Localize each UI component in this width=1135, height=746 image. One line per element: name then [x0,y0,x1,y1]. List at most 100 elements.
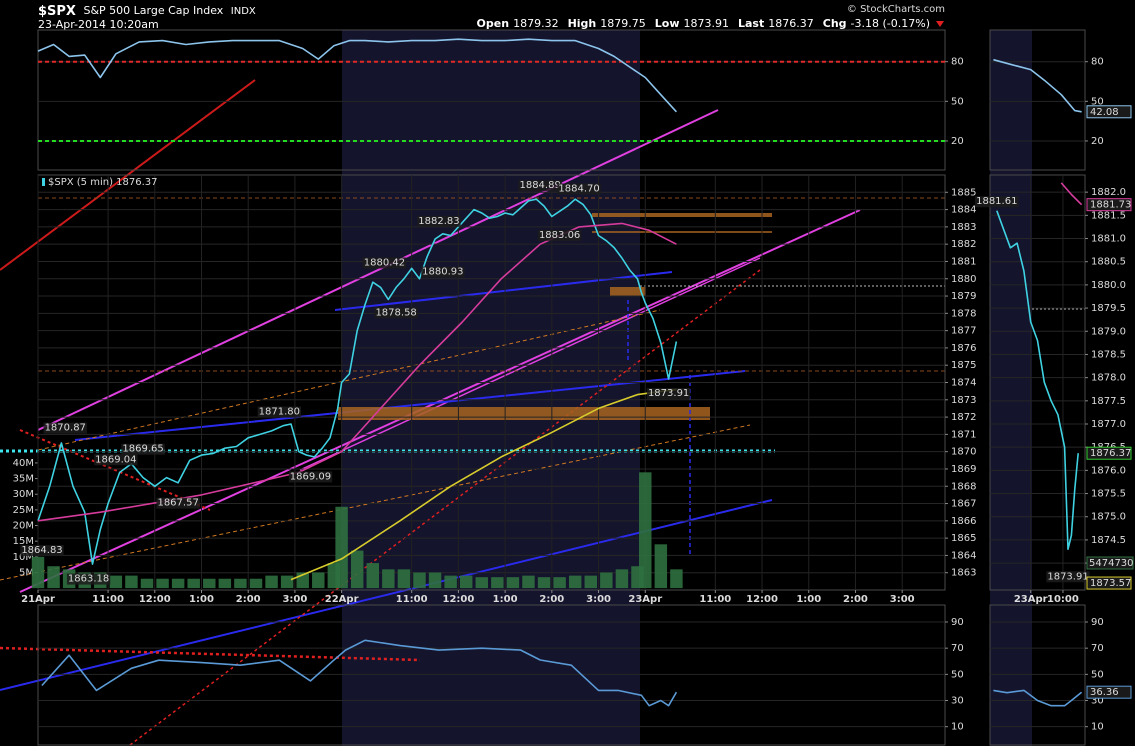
volume-bar [249,578,263,589]
y-tick-label: 50 [951,669,964,680]
volume-bar [568,575,582,589]
series-line [993,58,1082,113]
y-tick-label: 1878.0 [1091,373,1126,384]
y-tick-label: 1875 [951,360,976,371]
x-tick-label: 11:00 [396,594,428,605]
y2-tick-label: 35M [13,474,34,485]
x-tick-label: 3:00 [586,594,611,605]
y-tick-label: 1884 [951,205,976,216]
y-tick-label: 1879.5 [1091,303,1126,314]
panel: 1874.01874.51875.01875.51876.01876.51877… [975,174,1134,605]
x-tick-label: 11:00 [92,594,124,605]
volume-bar [31,556,45,589]
x-tick-label: 12:00 [139,594,171,605]
annotation-bg [66,573,111,585]
y-tick-label: 30 [1091,696,1104,707]
y-tick-label: 1865 [951,533,976,544]
credit: © StockCharts.com [847,4,945,15]
y-tick-label: 1880 [951,274,976,285]
volume-bar [218,578,232,589]
y-tick-label: 1873 [951,395,976,406]
y-tick-label: 1874 [951,378,976,389]
axis-marker-label: 1876.37 [1090,448,1131,459]
annotation-bg [288,471,333,483]
price-annotation: 1884.70 [558,183,599,194]
y-tick-label: 1868 [951,481,976,492]
axis-marker-box [1086,685,1132,699]
volume-bar [312,572,325,589]
y-tick-label: 1876.0 [1091,465,1126,476]
x-tick-label: 23Apr [1014,594,1048,605]
y-tick-label: 1867 [951,499,976,510]
y2-tick-label: 5M [19,567,34,578]
price-annotation: 1883.06 [539,230,580,241]
y-tick-label: 1866 [951,516,976,527]
volume-bar [187,578,200,589]
volume-bar [639,472,652,589]
y-tick-label: 30 [951,696,964,707]
axis-marker-box [1086,576,1132,590]
price-annotation: 1882.83 [418,216,459,227]
y-tick-label: 50 [1091,96,1104,107]
volume-bar [265,575,278,589]
price-annotation: 1871.80 [259,407,300,418]
y-tick-label: 1883 [951,222,976,233]
panel: 20 50 80 [37,29,964,171]
stat-label: Open [477,17,510,30]
timestamp: 23-Apr-2014 10:20am [38,18,159,31]
y2-tick-label: 25M [13,505,34,516]
y2-tick-label: 40M [13,458,34,469]
volume-bar [459,575,473,589]
volume-bar [156,578,169,589]
price-annotation: 1867.57 [157,498,198,509]
series-line [993,689,1083,707]
volume-bar [413,572,426,589]
series-line [37,222,677,522]
y-tick-label: 80 [1091,57,1104,68]
series-line [290,388,677,581]
zone [338,407,710,420]
volume-bar [537,577,551,589]
axis-marker-label: 1881.73 [1090,200,1131,211]
annotation-bg [374,307,418,319]
series-line [37,198,678,565]
annotation-bg [362,257,407,269]
volume-bar [109,575,123,589]
trendline [0,646,421,662]
y-tick-label: 1872 [951,412,976,423]
y-tick-label: 90 [951,617,964,628]
y2-tick-label: 10M [13,552,34,563]
annotation-bg [121,443,165,455]
x-tick-label: 2:00 [236,594,261,605]
stat-label: Low [655,17,680,30]
volume-marker-label: 5474730 [1089,558,1134,569]
y2-tick-label: 15M [13,536,34,547]
x-tick-label: 1:00 [796,594,821,605]
y-tick-label: 1877.0 [1091,419,1126,430]
y-tick-label: 70 [951,643,964,654]
volume-bar [140,578,154,589]
panel-frame [989,29,1086,171]
y-tick-label: 20 [951,136,964,147]
y-tick-label: 1885 [951,187,976,198]
exchange: INDX [231,6,256,17]
price-annotation: 1878.58 [375,307,416,318]
stat-label: High [568,17,597,30]
panel: 10 30 50 70 90 36.36 [989,604,1132,746]
y-tick-label: 1875.0 [1091,512,1126,523]
stat-value: 1879.32 [513,17,559,30]
panel-frame [989,174,1086,591]
axis-marker-label: 42.08 [1090,107,1119,118]
annotation-bg [557,183,601,195]
series-line [37,38,677,113]
y-tick-label: 1864 [951,550,976,561]
x-tick-label: 23Apr [628,594,662,605]
volume-bar [47,566,60,589]
session-shade [342,30,640,746]
y-tick-label: 1881.5 [1091,210,1126,221]
axis-marker-box [1086,446,1132,460]
volume-bar [444,575,457,589]
x-tick-label: 22Apr [325,594,359,605]
x-tick-label: 2:00 [539,594,564,605]
